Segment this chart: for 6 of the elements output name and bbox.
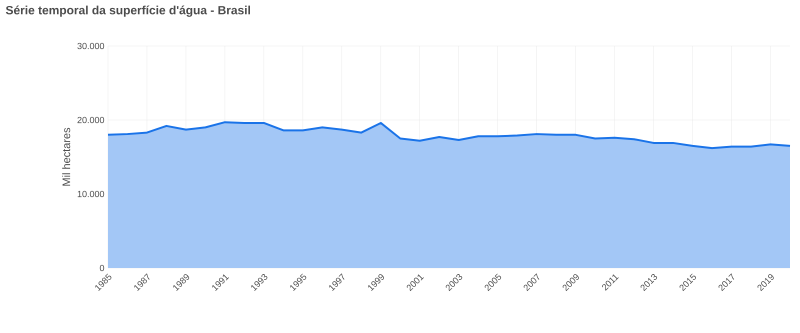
- y-tick-label: 10.000: [78, 190, 104, 198]
- y-tick-label: 0: [100, 264, 104, 272]
- y-axis-title: Mil hectares: [62, 128, 70, 186]
- y-tick-label: 20.000: [78, 116, 104, 124]
- chart-title: Série temporal da superfície d'água - Brasil: [6, 6, 250, 17]
- y-tick-label: 30.000: [77, 42, 104, 50]
